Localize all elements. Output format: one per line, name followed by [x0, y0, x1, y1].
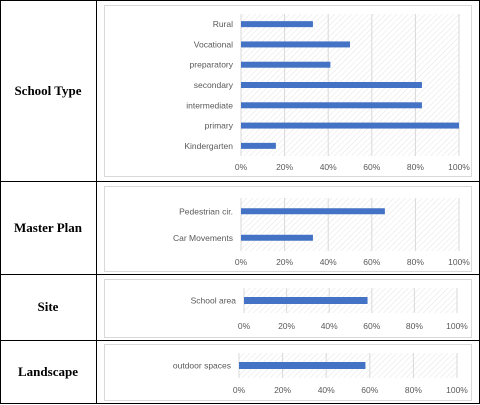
x-tick-label: 20% — [276, 257, 293, 267]
category-label: intermediate — [186, 100, 233, 110]
x-tick-label: 0% — [235, 162, 248, 172]
x-tick-label: 100% — [448, 162, 470, 172]
x-tick-label: 40% — [320, 162, 337, 172]
plot-area — [241, 198, 459, 251]
x-tick-label: 0% — [238, 321, 251, 331]
category-label: Pedestrian cir. — [179, 206, 233, 216]
bar — [244, 297, 368, 304]
row-label-landscape: Landscape — [18, 364, 78, 379]
category-label: outdoor spaces — [173, 361, 231, 371]
column-divider — [96, 0, 97, 404]
x-tick-label: 20% — [274, 385, 291, 395]
category-label: secondary — [194, 80, 234, 90]
bar — [241, 61, 331, 68]
row-divider — [0, 340, 480, 341]
chart-landscape: 0% 20% 40% 60% 80% 100% outdoor spaces — [173, 353, 468, 395]
row-label-site: Site — [37, 299, 59, 314]
category-label: Rural — [213, 19, 233, 29]
chart-master-plan: 0% 20% 40% 60% 80% 100% Pedestrian cir. Car Mov… — [173, 198, 470, 267]
x-tick-label: 80% — [407, 162, 424, 172]
x-tick-label: 100% — [448, 257, 470, 267]
category-label: Car Movements — [173, 233, 233, 243]
x-tick-label: 20% — [278, 321, 295, 331]
row-label-master-plan: Master Plan — [14, 219, 82, 235]
x-tick-label: 40% — [320, 257, 337, 267]
x-tick-label: 60% — [361, 385, 378, 395]
bar — [241, 21, 313, 28]
x-tick-label: 60% — [363, 162, 380, 172]
bar — [239, 362, 366, 369]
category-label: Vocational — [194, 39, 233, 49]
chart-site: 0% 20% 40% 60% 80% 100% School area — [191, 288, 468, 331]
chart-box-master-plan: 0% 20% 40% 60% 80% 100% Pedestrian cir. Car Mov… — [104, 186, 472, 272]
x-tick-label: 100% — [446, 321, 468, 331]
bar — [241, 208, 385, 215]
bar — [241, 102, 422, 109]
x-tick-label: 80% — [406, 321, 423, 331]
chart-school-type: 0% 20% 40% 60% 80% 100% Rural Vocational prepara… — [184, 14, 470, 172]
x-tick-label: 100% — [446, 385, 468, 395]
x-tick-label: 60% — [363, 321, 380, 331]
bar — [241, 82, 422, 88]
row-label-school-type: School Type — [14, 82, 82, 98]
category-label: Kindergarten — [184, 141, 233, 151]
x-tick-label: 40% — [318, 385, 335, 395]
chart-box-school-type: 0% 20% 40% 60% 80% 100% Rural Vocational prepara… — [104, 5, 472, 177]
x-tick-label: 40% — [321, 321, 338, 331]
row-divider — [0, 181, 480, 182]
category-label: preparatory — [190, 60, 234, 70]
bar — [241, 142, 276, 149]
category-label: School area — [191, 296, 237, 306]
chart-box-site: 0% 20% 40% 60% 80% 100% School area — [104, 279, 472, 338]
bar — [241, 41, 350, 48]
x-tick-label: 80% — [405, 385, 422, 395]
x-tick-label: 0% — [235, 257, 248, 267]
x-tick-label: 20% — [276, 162, 293, 172]
bar — [241, 122, 459, 129]
row-divider — [0, 274, 480, 275]
x-tick-label: 0% — [233, 385, 246, 395]
x-tick-label: 60% — [363, 257, 380, 267]
x-tick-label: 80% — [407, 257, 424, 267]
bar — [241, 234, 313, 241]
category-label: primary — [205, 121, 234, 131]
chart-box-landscape: 0% 20% 40% 60% 80% 100% outdoor spaces — [104, 344, 472, 401]
